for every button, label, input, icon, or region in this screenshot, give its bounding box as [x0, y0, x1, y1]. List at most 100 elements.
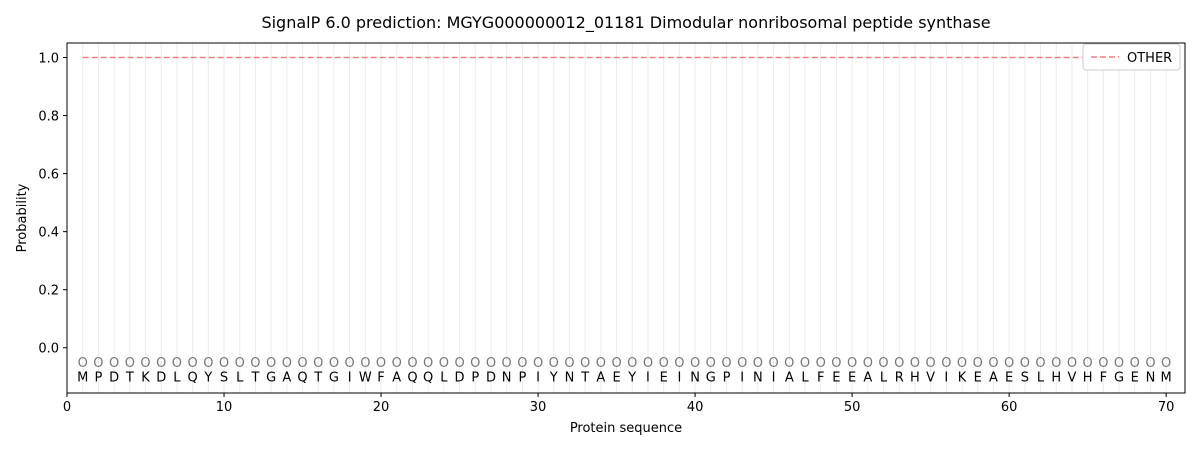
- prediction-label: O: [486, 356, 496, 371]
- prediction-label: O: [910, 356, 920, 371]
- legend-label: OTHER: [1127, 51, 1172, 66]
- residue-label: T: [313, 371, 322, 386]
- prediction-label: O: [250, 356, 260, 371]
- prediction-label: O: [878, 356, 888, 371]
- x-tick-label: 0: [63, 400, 71, 415]
- residue-label: T: [250, 371, 259, 386]
- prediction-label: O: [140, 356, 150, 371]
- prediction-label: O: [329, 356, 339, 371]
- prediction-label: O: [847, 356, 857, 371]
- x-tick-label: 60: [1001, 400, 1018, 415]
- residue-label: L: [880, 371, 888, 386]
- x-tick-label: 50: [844, 400, 861, 415]
- prediction-label: O: [172, 356, 182, 371]
- residue-label: G: [1114, 371, 1124, 386]
- prediction-label: O: [1130, 356, 1140, 371]
- residue-label: T: [580, 371, 589, 386]
- residue-label: E: [1005, 371, 1013, 386]
- prediction-label: O: [235, 356, 245, 371]
- prediction-label: O: [502, 356, 512, 371]
- residue-label: E: [660, 371, 668, 386]
- residue-label: G: [706, 371, 716, 386]
- residue-label: Q: [297, 371, 307, 386]
- residue-label: I: [646, 371, 650, 386]
- residue-label: E: [832, 371, 840, 386]
- prediction-label: O: [219, 356, 229, 371]
- prediction-label: O: [863, 356, 873, 371]
- prediction-label: O: [737, 356, 747, 371]
- residue-label: N: [690, 371, 700, 386]
- prediction-label: O: [894, 356, 904, 371]
- prediction-label: O: [203, 356, 213, 371]
- residue-label: K: [958, 371, 967, 386]
- residue-label: H: [1083, 371, 1093, 386]
- residue-label: A: [989, 371, 998, 386]
- prediction-label: O: [93, 356, 103, 371]
- residue-label: Q: [423, 371, 433, 386]
- prediction-label: O: [125, 356, 135, 371]
- prediction-label: O: [988, 356, 998, 371]
- residue-label: V: [1067, 371, 1076, 386]
- prediction-label: O: [831, 356, 841, 371]
- residue-label: Y: [203, 371, 212, 386]
- x-tick-label: 70: [1158, 400, 1175, 415]
- prediction-label: O: [423, 356, 433, 371]
- y-tick-label: 0.4: [38, 226, 59, 241]
- prediction-label: O: [470, 356, 480, 371]
- residue-label: V: [926, 371, 935, 386]
- prediction-label: O: [533, 356, 543, 371]
- residue-label: P: [518, 371, 526, 386]
- residue-label: H: [1051, 371, 1061, 386]
- prediction-label: O: [454, 356, 464, 371]
- y-tick-label: 0.0: [38, 342, 59, 357]
- prediction-label: O: [517, 356, 527, 371]
- prediction-label: O: [674, 356, 684, 371]
- residue-label: N: [502, 371, 512, 386]
- prediction-label: O: [1114, 356, 1124, 371]
- prediction-label: O: [800, 356, 810, 371]
- chart-title: SignalP 6.0 prediction: MGYG000000012_01…: [261, 13, 990, 33]
- prediction-label: O: [376, 356, 386, 371]
- prediction-label: O: [611, 356, 621, 371]
- prediction-label: O: [439, 356, 449, 371]
- prediction-label: O: [282, 356, 292, 371]
- residue-label: A: [392, 371, 401, 386]
- prediction-label: O: [360, 356, 370, 371]
- prediction-label: O: [156, 356, 166, 371]
- y-axis-label: Probability: [15, 183, 30, 252]
- legend-box: [1082, 43, 1181, 71]
- prediction-label: O: [753, 356, 763, 371]
- prediction-label: O: [564, 356, 574, 371]
- prediction-label: O: [721, 356, 731, 371]
- y-tick-label: 0.2: [38, 284, 59, 299]
- residue-label: T: [125, 371, 134, 386]
- prediction-label: O: [643, 356, 653, 371]
- residue-label: R: [895, 371, 904, 386]
- y-tick-label: 0.6: [38, 168, 59, 183]
- prediction-label: O: [690, 356, 700, 371]
- residue-label: A: [785, 371, 794, 386]
- prediction-label: O: [1051, 356, 1061, 371]
- residue-label: D: [486, 371, 496, 386]
- prediction-label: O: [1035, 356, 1045, 371]
- prediction-label: O: [816, 356, 826, 371]
- residue-label: I: [740, 371, 744, 386]
- prediction-label: O: [659, 356, 669, 371]
- residue-label: N: [1146, 371, 1156, 386]
- prediction-label: O: [926, 356, 936, 371]
- residue-label: A: [282, 371, 291, 386]
- prediction-label: O: [784, 356, 794, 371]
- prediction-label: O: [941, 356, 951, 371]
- residue-label: D: [455, 371, 465, 386]
- prediction-label: O: [957, 356, 967, 371]
- prediction-label: O: [392, 356, 402, 371]
- residue-label: L: [173, 371, 181, 386]
- residue-label: N: [565, 371, 575, 386]
- prediction-label: O: [1067, 356, 1077, 371]
- residue-label: I: [944, 371, 948, 386]
- residue-label: P: [471, 371, 479, 386]
- residue-label: I: [677, 371, 681, 386]
- x-tick-label: 40: [687, 400, 704, 415]
- residue-label: I: [772, 371, 776, 386]
- residue-label: M: [77, 371, 88, 386]
